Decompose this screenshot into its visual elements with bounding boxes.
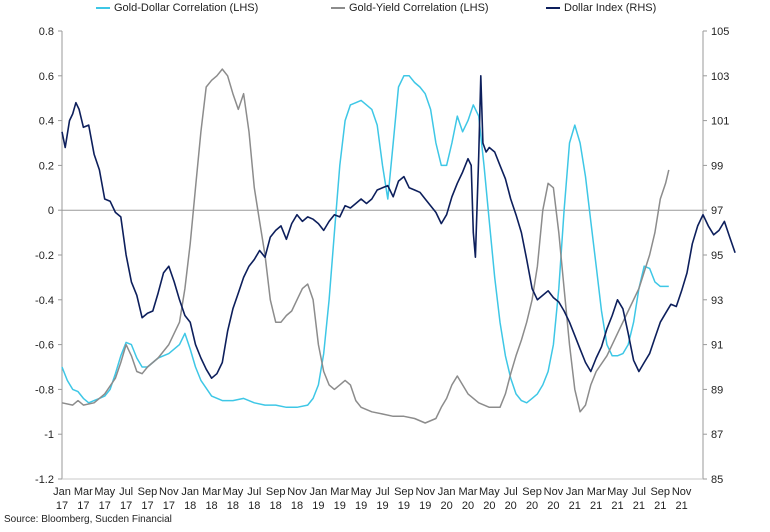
x-tick-year: 20	[462, 500, 474, 512]
x-tick-year: 17	[56, 500, 68, 512]
series-line-1	[61, 68, 670, 424]
x-tick-month: Nov	[544, 486, 564, 498]
legend-label-gold-yield: Gold-Yield Correlation (LHS)	[349, 2, 489, 14]
series-line-2	[61, 75, 736, 379]
y-left-tick-label: -0.8	[35, 384, 54, 396]
y-right-tick-label: 103	[711, 71, 729, 83]
y-left-tick-label: -0.4	[35, 295, 54, 307]
x-tick-month: Jul	[119, 486, 133, 498]
y-right-tick-label: 87	[711, 429, 723, 441]
x-tick-year: 18	[227, 500, 239, 512]
x-tick-month: Jan	[566, 486, 584, 498]
legend-swatch-dollar-index	[546, 7, 560, 9]
x-tick-month: Sep	[522, 486, 542, 498]
x-tick-year: 20	[547, 500, 559, 512]
y-left-tick-label: 0	[48, 205, 54, 217]
x-tick-month: May	[479, 486, 500, 498]
x-tick-month: Nov	[159, 486, 179, 498]
x-tick-year: 18	[248, 500, 260, 512]
x-tick-month: Mar	[458, 486, 477, 498]
legend-item-gold-dollar: Gold-Dollar Correlation (LHS)	[96, 2, 258, 14]
x-tick-year: 21	[633, 500, 645, 512]
x-tick-month: Nov	[415, 486, 435, 498]
x-tick-month: Sep	[266, 486, 286, 498]
legend-swatch-gold-yield	[331, 7, 345, 9]
x-tick-year: 17	[163, 500, 175, 512]
y-right-tick-label: 105	[711, 26, 729, 38]
x-tick-month: May	[351, 486, 372, 498]
x-tick-year: 18	[270, 500, 282, 512]
y-right-tick-label: 89	[711, 384, 723, 396]
x-tick-month: Jul	[504, 486, 518, 498]
x-tick-month: Sep	[650, 486, 670, 498]
legend-label-dollar-index: Dollar Index (RHS)	[564, 2, 657, 14]
x-tick-month: Nov	[672, 486, 692, 498]
x-tick-year: 19	[376, 500, 388, 512]
x-tick-month: May	[607, 486, 628, 498]
x-tick-year: 19	[355, 500, 367, 512]
x-tick-month: Jul	[632, 486, 646, 498]
x-tick-year: 18	[205, 500, 217, 512]
y-right-tick-label: 97	[711, 205, 723, 217]
y-left-tick-label: -0.6	[35, 340, 54, 352]
y-right-tick-label: 95	[711, 250, 723, 262]
x-tick-month: Nov	[287, 486, 307, 498]
y-right-tick-label: 85	[711, 474, 723, 486]
x-tick-month: Mar	[74, 486, 93, 498]
x-tick-year: 18	[291, 500, 303, 512]
x-tick-year: 17	[141, 500, 153, 512]
y-left-tick-label: -1	[44, 429, 54, 441]
legend-item-dollar-index: Dollar Index (RHS)	[546, 2, 656, 14]
y-left-tick-label: -0.2	[35, 250, 54, 262]
legend-swatch-gold-dollar	[96, 7, 110, 9]
y-left-tick-label: 0.4	[39, 116, 54, 128]
legend: Gold-Dollar Correlation (LHS) Gold-Yield…	[0, 2, 770, 20]
x-tick-year: 21	[590, 500, 602, 512]
x-tick-month: Jan	[53, 486, 71, 498]
x-tick-month: Jan	[181, 486, 199, 498]
series-line-0	[61, 75, 669, 409]
x-tick-year: 19	[398, 500, 410, 512]
x-tick-year: 19	[312, 500, 324, 512]
legend-item-gold-yield: Gold-Yield Correlation (LHS)	[331, 2, 489, 14]
x-tick-month: Jan	[310, 486, 328, 498]
x-tick-year: 21	[676, 500, 688, 512]
y-left-tick-label: 0.8	[39, 26, 54, 38]
x-tick-year: 20	[440, 500, 452, 512]
x-tick-year: 17	[120, 500, 132, 512]
x-tick-year: 20	[483, 500, 495, 512]
x-tick-month: Jul	[375, 486, 389, 498]
x-tick-year: 21	[569, 500, 581, 512]
x-tick-year: 19	[419, 500, 431, 512]
x-tick-year: 19	[334, 500, 346, 512]
legend-label-gold-dollar: Gold-Dollar Correlation (LHS)	[114, 2, 259, 14]
y-left-tick-label: -1.2	[35, 474, 54, 486]
x-tick-year: 17	[77, 500, 89, 512]
x-tick-month: Jan	[438, 486, 456, 498]
x-tick-month: Mar	[202, 486, 221, 498]
x-tick-month: May	[94, 486, 115, 498]
x-tick-year: 21	[611, 500, 623, 512]
y-right-tick-label: 99	[711, 160, 723, 172]
x-tick-year: 20	[505, 500, 517, 512]
y-left-tick-label: 0.2	[39, 160, 54, 172]
x-tick-month: May	[223, 486, 244, 498]
y-right-tick-label: 91	[711, 340, 723, 352]
x-tick-month: Jul	[247, 486, 261, 498]
x-tick-year: 20	[526, 500, 538, 512]
x-tick-month: Sep	[138, 486, 158, 498]
y-left-tick-label: 0.6	[39, 71, 54, 83]
x-tick-month: Mar	[330, 486, 349, 498]
y-right-tick-label: 93	[711, 295, 723, 307]
x-tick-year: 21	[654, 500, 666, 512]
source-note: Source: Bloomberg, Sucden Financial	[4, 514, 172, 525]
y-right-tick-label: 101	[711, 116, 729, 128]
x-tick-month: Sep	[394, 486, 414, 498]
x-tick-year: 18	[184, 500, 196, 512]
x-tick-month: Mar	[587, 486, 606, 498]
x-tick-year: 17	[99, 500, 111, 512]
